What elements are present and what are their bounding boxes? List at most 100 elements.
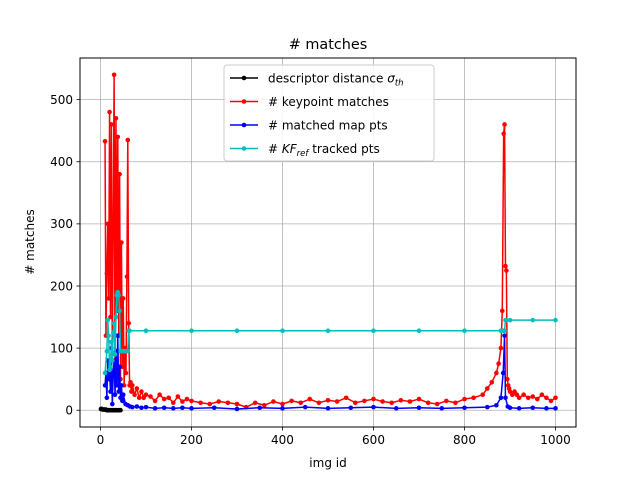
data-point <box>136 395 142 401</box>
data-point <box>298 400 304 406</box>
y-tick-label: 500 <box>50 93 73 107</box>
data-point <box>453 400 458 406</box>
legend-marker <box>241 75 247 81</box>
data-point <box>109 122 114 127</box>
data-point <box>225 400 231 406</box>
data-point <box>114 383 120 388</box>
data-point <box>500 370 506 376</box>
data-point <box>507 317 513 323</box>
data-point <box>439 406 445 411</box>
data-point <box>544 406 549 411</box>
legend-label: # KFref tracked pts <box>268 142 380 159</box>
data-point <box>316 400 322 406</box>
data-point <box>494 402 499 408</box>
data-point <box>234 401 240 407</box>
data-point <box>125 348 131 354</box>
legend-box <box>223 64 435 162</box>
data-point <box>139 389 144 394</box>
data-point <box>110 221 116 227</box>
data-point <box>280 328 285 334</box>
data-point <box>271 399 276 404</box>
data-point <box>496 361 501 366</box>
data-point <box>189 406 194 411</box>
data-point <box>115 134 121 140</box>
plot-frame <box>79 57 577 428</box>
data-point <box>504 317 509 323</box>
data-point <box>234 406 240 412</box>
data-point <box>119 383 124 388</box>
legend-marker <box>241 146 247 151</box>
data-point <box>484 386 490 391</box>
data-point <box>102 370 108 376</box>
data-point <box>334 399 340 404</box>
data-point <box>102 383 108 388</box>
data-point <box>113 115 119 121</box>
x-tick-label: 800 <box>453 433 476 447</box>
data-point <box>553 317 558 323</box>
series-3 <box>102 289 558 376</box>
legend-entries: descriptor distance σth # keypoint matche… <box>230 71 404 159</box>
data-point <box>498 395 504 401</box>
data-point <box>129 389 134 394</box>
data-point <box>175 394 181 399</box>
data-point <box>371 404 376 410</box>
data-point <box>132 392 137 398</box>
data-point <box>502 122 507 127</box>
data-point <box>504 376 510 382</box>
data-point <box>484 404 490 410</box>
data-point <box>120 296 126 301</box>
data-point <box>108 314 113 320</box>
data-point <box>143 392 149 398</box>
data-point <box>107 109 112 115</box>
data-point <box>148 394 153 399</box>
x-tick-label: 1000 <box>540 433 571 447</box>
data-point <box>166 395 172 401</box>
data-point <box>119 240 124 245</box>
y-tick-label: 300 <box>50 217 73 231</box>
data-point <box>348 405 354 411</box>
data-point <box>416 328 422 334</box>
data-point <box>108 389 113 394</box>
data-point <box>110 370 116 376</box>
data-point <box>170 406 176 411</box>
data-point <box>280 406 285 411</box>
data-point <box>289 398 294 404</box>
data-point <box>489 379 495 385</box>
data-point <box>161 405 167 411</box>
data-point <box>553 406 558 411</box>
legend-marker <box>241 122 247 128</box>
y-axis-label: # matches <box>23 209 37 274</box>
data-point <box>110 358 115 363</box>
y-tick-label: 400 <box>50 155 73 169</box>
data-point <box>117 364 122 370</box>
data-point <box>389 400 395 406</box>
data-point <box>434 401 440 407</box>
data-point <box>117 308 122 314</box>
y-tick-label: 0 <box>65 404 73 418</box>
data-point <box>539 392 545 398</box>
data-point <box>152 406 158 411</box>
data-point <box>462 328 467 334</box>
data-point <box>499 308 505 314</box>
data-point <box>110 330 116 335</box>
data-point <box>139 405 144 411</box>
data-point <box>325 406 331 411</box>
data-point <box>125 137 131 143</box>
legend-marker <box>241 99 247 104</box>
data-point <box>184 396 190 402</box>
data-point <box>280 401 285 407</box>
data-point <box>124 274 130 279</box>
data-point <box>116 293 121 298</box>
data-point <box>502 328 507 334</box>
x-tick-label: 0 <box>97 433 105 447</box>
data-point <box>157 392 162 398</box>
data-point <box>362 398 367 404</box>
data-point <box>106 333 111 338</box>
data-point <box>416 405 422 411</box>
data-point <box>371 328 376 334</box>
data-point <box>105 221 111 227</box>
data-point <box>126 320 131 326</box>
data-point <box>189 328 194 334</box>
data-point <box>112 392 118 398</box>
